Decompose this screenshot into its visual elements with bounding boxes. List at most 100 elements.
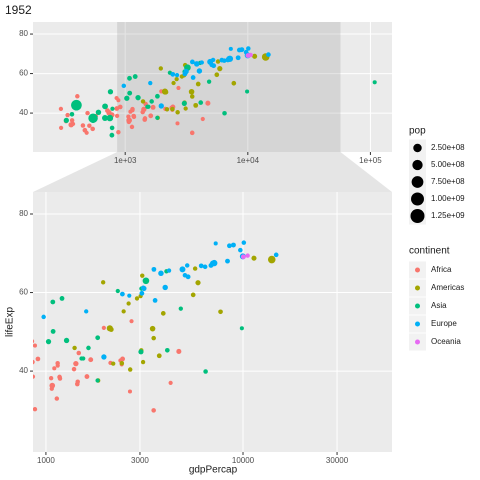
point (178, 306, 183, 311)
point (221, 58, 227, 63)
y-tick-label: 60 (19, 69, 28, 78)
point (139, 290, 145, 296)
y-tick-label: 80 (19, 209, 28, 218)
point (127, 90, 133, 96)
zoom-connector (33, 152, 392, 192)
point (209, 62, 214, 68)
point (158, 103, 164, 109)
x-tick-label: 1e+03 (114, 156, 137, 165)
point (202, 264, 208, 270)
legend-label: 1.25e+09 (431, 211, 465, 220)
point (108, 326, 114, 332)
point (235, 55, 241, 61)
point (195, 81, 201, 87)
point (127, 389, 133, 394)
point (140, 99, 146, 104)
point (50, 299, 56, 305)
point (126, 301, 131, 306)
point (160, 311, 166, 316)
point (132, 74, 138, 79)
point (20, 326, 25, 331)
point (18, 378, 25, 385)
chart-title: 1952 (5, 3, 32, 17)
point (75, 379, 80, 384)
point (73, 360, 79, 367)
point (129, 319, 134, 324)
point (245, 89, 250, 94)
point (141, 106, 147, 112)
point (23, 398, 28, 403)
point (231, 80, 237, 86)
point (230, 242, 236, 248)
legend-size (412, 159, 423, 171)
point (248, 52, 253, 58)
point (193, 102, 199, 108)
point (116, 130, 121, 135)
point (135, 94, 141, 101)
point (190, 292, 196, 298)
point (194, 61, 200, 67)
legend-swatch (415, 339, 420, 345)
point (23, 360, 27, 364)
point (57, 376, 63, 381)
point (65, 112, 70, 118)
legend-label: Asia (431, 301, 447, 310)
point (170, 71, 176, 77)
point (87, 123, 92, 128)
point (181, 100, 187, 106)
legend-label: 5.00e+08 (431, 160, 465, 169)
point (115, 288, 120, 294)
point (140, 273, 145, 278)
point (239, 326, 244, 331)
point (267, 255, 276, 264)
point (168, 380, 173, 385)
point (79, 356, 84, 361)
point (52, 366, 57, 371)
point (106, 110, 112, 116)
point (199, 60, 204, 65)
point (238, 247, 243, 253)
point (171, 80, 176, 86)
point (127, 75, 132, 81)
point (131, 114, 137, 120)
point (266, 52, 271, 57)
point (68, 122, 74, 128)
point (164, 107, 170, 112)
point (86, 345, 91, 351)
point (166, 268, 172, 273)
point (72, 345, 77, 351)
point (50, 329, 56, 334)
x-tick-label: 30000 (326, 456, 349, 465)
point (226, 55, 234, 62)
legend-swatch (415, 267, 420, 273)
point (222, 110, 227, 116)
point (71, 99, 82, 111)
point (236, 47, 242, 53)
point (215, 59, 221, 64)
point (95, 378, 100, 383)
point (54, 396, 60, 401)
point (213, 241, 218, 246)
point (129, 124, 135, 130)
point (189, 130, 195, 136)
point (0, 367, 5, 372)
point (130, 106, 135, 112)
point (162, 284, 168, 291)
point (175, 121, 180, 126)
point (84, 374, 90, 380)
point (190, 75, 196, 80)
point (120, 291, 125, 297)
point (33, 343, 38, 348)
point (111, 361, 116, 366)
point (141, 285, 147, 291)
legend-size (411, 176, 424, 188)
point (45, 338, 52, 345)
point (176, 348, 182, 354)
point (102, 103, 108, 110)
point (95, 335, 101, 341)
legend-swatch (415, 303, 420, 309)
point (214, 72, 220, 78)
point (127, 293, 132, 298)
point (192, 266, 198, 271)
